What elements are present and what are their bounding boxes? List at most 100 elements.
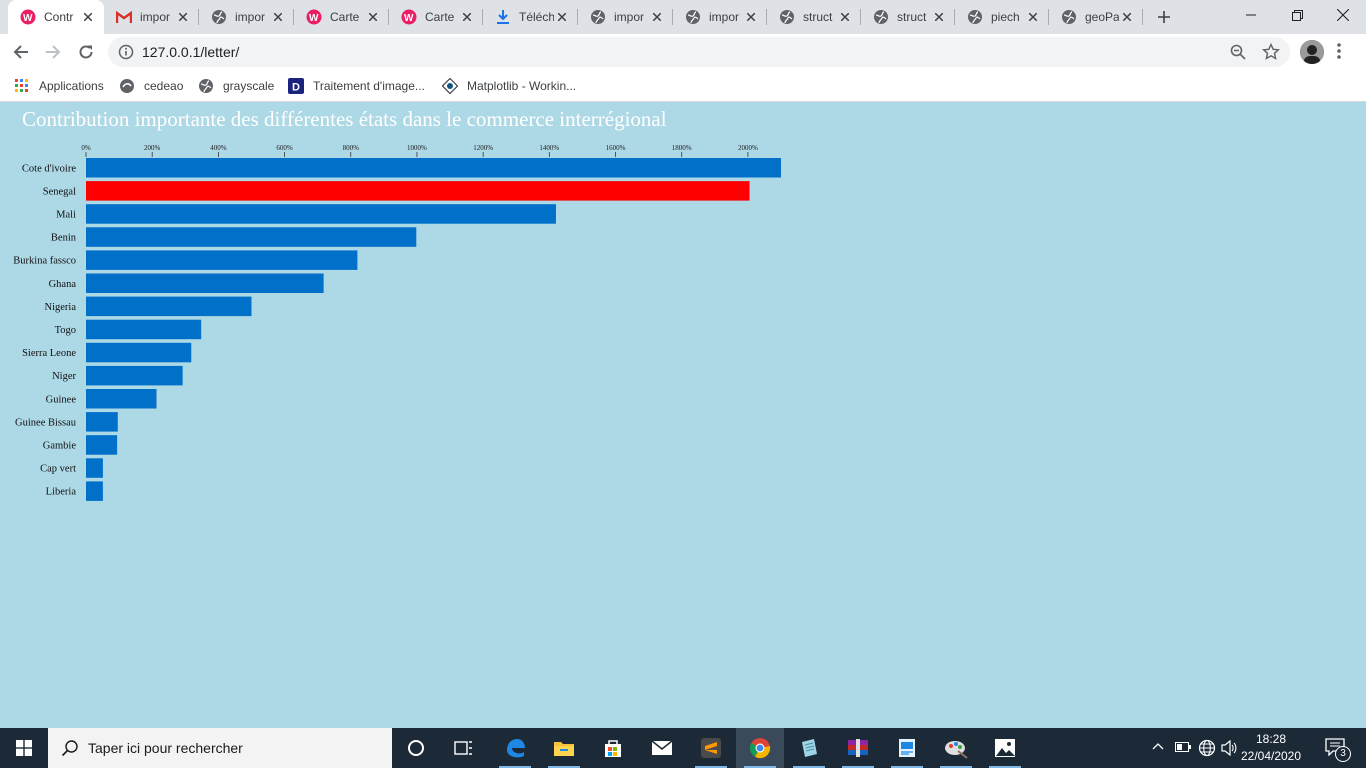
tab-separator xyxy=(1142,9,1143,25)
zoom-icon[interactable] xyxy=(1230,44,1246,60)
bar-niger xyxy=(86,365,183,386)
notification-count-badge: 3 xyxy=(1335,746,1351,762)
globe-icon xyxy=(967,9,983,25)
volume-icon[interactable] xyxy=(1221,740,1237,756)
url-text[interactable]: 127.0.0.1/letter/ xyxy=(142,44,240,60)
tab-close-icon[interactable] xyxy=(1025,9,1041,25)
tab-close-icon[interactable] xyxy=(554,9,570,25)
tab-3[interactable]: W Carte xyxy=(294,0,389,34)
clock-time: 18:28 xyxy=(1255,732,1287,746)
tab-7[interactable]: impor xyxy=(673,0,767,34)
tab-11[interactable]: geoPa xyxy=(1049,0,1143,34)
photos-icon xyxy=(994,738,1016,758)
tab-9[interactable]: struct xyxy=(861,0,955,34)
tab-separator xyxy=(198,9,199,25)
action-center-button[interactable]: 3 xyxy=(1316,728,1364,768)
bookmark-matplotlib[interactable]: Matplotlib - Workin... xyxy=(442,76,576,96)
restore-button[interactable] xyxy=(1274,0,1320,30)
tab-separator xyxy=(293,9,294,25)
x-tick-label: 1800% xyxy=(672,144,692,152)
tab-0[interactable]: W Contr xyxy=(8,0,104,34)
info-icon[interactable] xyxy=(118,44,134,60)
network-globe-icon[interactable] xyxy=(1198,739,1216,757)
taskbar-app-mail[interactable] xyxy=(638,728,686,768)
taskbar-app-photos[interactable] xyxy=(981,728,1029,768)
category-label: Gambie xyxy=(43,440,77,451)
tab-close-icon[interactable] xyxy=(649,9,665,25)
taskbar-app-edge[interactable] xyxy=(491,728,539,768)
matplotlib-icon xyxy=(442,78,458,94)
svg-text:W: W xyxy=(404,13,414,24)
minimize-icon xyxy=(1246,14,1256,16)
forward-button[interactable] xyxy=(39,38,67,66)
tab-title: impor xyxy=(140,10,171,24)
bar-ghana xyxy=(86,273,324,293)
bookmark-grayscale[interactable]: grayscale xyxy=(198,76,274,96)
taskbar-app-sublime-text[interactable] xyxy=(687,728,735,768)
minimize-button[interactable] xyxy=(1228,0,1274,30)
tab-5[interactable]: Téléch xyxy=(483,0,578,34)
cortana-icon xyxy=(407,739,425,757)
tab-close-icon[interactable] xyxy=(80,9,96,25)
address-bar[interactable]: 127.0.0.1/letter/ xyxy=(108,37,1290,67)
x-tick-label: 800% xyxy=(343,144,360,152)
tab-2[interactable]: impor xyxy=(199,0,294,34)
windows-logo-icon xyxy=(16,740,32,756)
bookmark-cedeao[interactable]: cedeao xyxy=(119,76,183,96)
svg-text:D: D xyxy=(292,82,300,94)
winrar-icon xyxy=(847,738,869,758)
tab-8[interactable]: struct xyxy=(767,0,861,34)
back-button[interactable] xyxy=(7,38,35,66)
bookmark-traitement-image[interactable]: D Traitement d'image... xyxy=(288,76,425,96)
tab-close-icon[interactable] xyxy=(1119,9,1135,25)
close-window-button[interactable] xyxy=(1320,0,1366,30)
tab-separator xyxy=(388,9,389,25)
tab-title: geoPa xyxy=(1085,10,1119,24)
system-clock[interactable]: 18:28 22/04/2020 xyxy=(1240,731,1302,765)
bar-guinee-bissau xyxy=(86,412,118,432)
taskbar-app-paint[interactable] xyxy=(932,728,980,768)
wamp-icon: W xyxy=(401,9,417,25)
tab-close-icon[interactable] xyxy=(365,9,381,25)
category-label: Cote d'ivoire xyxy=(22,163,76,174)
reload-button[interactable] xyxy=(72,38,100,66)
tab-separator xyxy=(672,9,673,25)
tab-6[interactable]: impor xyxy=(578,0,673,34)
kebab-menu-icon[interactable] xyxy=(1336,42,1342,60)
tab-separator xyxy=(766,9,767,25)
start-button[interactable] xyxy=(0,728,48,768)
taskbar-app-chrome[interactable] xyxy=(736,728,784,768)
taskbar-search-box[interactable]: Taper ici pour rechercher xyxy=(48,728,392,768)
category-label: Sierra Leone xyxy=(22,348,76,359)
tab-close-icon[interactable] xyxy=(270,9,286,25)
taskbar-app-cortana[interactable] xyxy=(392,728,440,768)
reload-icon xyxy=(79,45,93,59)
custom-favicon-icon xyxy=(119,78,135,94)
profile-avatar[interactable] xyxy=(1300,40,1324,64)
tab-close-icon[interactable] xyxy=(459,9,475,25)
tab-4[interactable]: W Carte xyxy=(389,0,483,34)
tab-close-icon[interactable] xyxy=(931,9,947,25)
tab-close-icon[interactable] xyxy=(743,9,759,25)
category-label: Nigeria xyxy=(45,302,77,313)
taskbar-app-task-view[interactable] xyxy=(440,728,488,768)
bar-sierra-leone xyxy=(86,342,192,363)
tab-close-icon[interactable] xyxy=(175,9,191,25)
tab-1[interactable]: impor xyxy=(104,0,199,34)
tab-10[interactable]: piech xyxy=(955,0,1049,34)
tab-close-icon[interactable] xyxy=(837,9,853,25)
chart-title: Contribution importante des différentes … xyxy=(22,107,667,131)
bookmark-applications[interactable]: Applications xyxy=(14,76,104,96)
new-tab-button[interactable] xyxy=(1150,4,1178,30)
taskbar-app-winrar[interactable] xyxy=(834,728,882,768)
taskbar-app-notepad[interactable] xyxy=(785,728,833,768)
chevron-up-icon[interactable] xyxy=(1152,742,1164,750)
bar-benin xyxy=(86,227,417,247)
battery-icon[interactable] xyxy=(1175,742,1191,752)
taskbar-app-document-app[interactable] xyxy=(883,728,931,768)
taskbar-app-file-explorer[interactable] xyxy=(540,728,588,768)
arrow-left-icon xyxy=(13,45,28,59)
taskbar-app-store[interactable] xyxy=(589,728,637,768)
star-icon[interactable] xyxy=(1262,43,1280,61)
tab-title: Contr xyxy=(44,10,74,24)
